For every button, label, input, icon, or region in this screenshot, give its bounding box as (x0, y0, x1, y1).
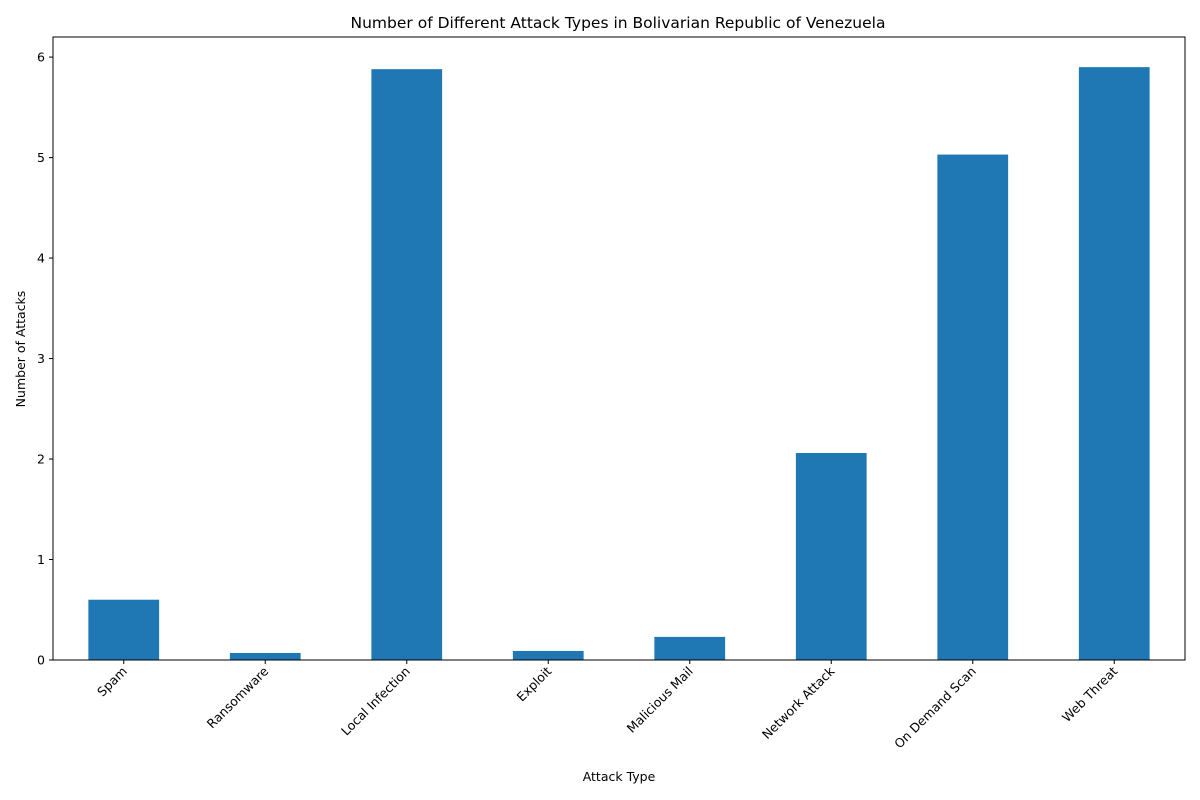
bar-web-threat (1078, 67, 1150, 661)
bar-network-attack (795, 453, 867, 660)
x-tick-label: Ransomware (204, 663, 272, 731)
bar-exploit (512, 650, 584, 660)
x-tick-label: Exploit (514, 663, 555, 704)
bar-ransomware (229, 652, 301, 660)
y-tick-label: 3 (37, 351, 45, 366)
x-tick-label: Malicious Mail (624, 664, 696, 736)
bar-on-demand-scan (937, 154, 1009, 660)
bar-spam (88, 599, 160, 660)
x-tick-label: On Demand Scan (891, 664, 979, 752)
x-axis: Spam Ransomware Local Infection Exploit Mali… (94, 660, 1120, 751)
bar-malicious-mail (654, 636, 726, 660)
y-tick-label: 2 (37, 452, 45, 467)
x-tick-label: Local Infection (338, 664, 413, 739)
y-tick-label: 0 (37, 653, 45, 668)
y-tick-label: 5 (37, 150, 45, 165)
chart-title: Number of Different Attack Types in Boli… (351, 14, 886, 32)
y-tick-label: 1 (37, 552, 45, 567)
bar-local-infection (371, 69, 443, 660)
x-tick-label: Web Threat (1059, 663, 1121, 725)
y-tick-label: 6 (37, 50, 45, 65)
y-tick-label: 4 (37, 251, 45, 266)
x-tick-label: Spam (94, 664, 130, 700)
y-axis: 0 1 2 3 4 5 6 (37, 50, 53, 668)
plot-frame (52, 36, 1186, 661)
bars-group (88, 67, 1150, 661)
x-axis-label: Attack Type (583, 769, 656, 784)
x-tick-label: Network Attack (759, 663, 838, 742)
y-axis-label: Number of Attacks (13, 291, 28, 408)
